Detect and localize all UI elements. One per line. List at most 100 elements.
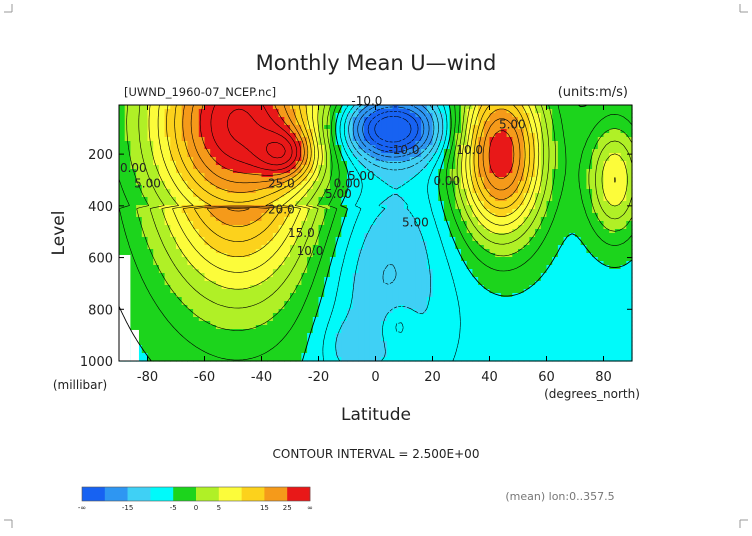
field-cell (244, 161, 251, 166)
field-cell (358, 157, 365, 162)
field-cell (614, 233, 622, 238)
field-cell (153, 273, 160, 278)
field-cell (563, 225, 570, 230)
field-cell (255, 137, 263, 142)
field-cell (512, 257, 519, 262)
field-cell (215, 249, 223, 254)
field-cell (478, 237, 485, 242)
field-cell (483, 317, 491, 322)
field-cell (307, 181, 314, 186)
field-cell (449, 185, 456, 190)
field-cell (495, 165, 502, 170)
field-cell (204, 249, 211, 254)
field-cell (324, 257, 331, 262)
field-cell (381, 245, 388, 250)
field-cell (244, 181, 251, 186)
field-cell (569, 193, 576, 198)
field-cell (295, 185, 302, 190)
field-cell (495, 281, 502, 286)
field-cell (421, 217, 428, 222)
field-cell (386, 161, 394, 166)
field-cell (307, 113, 314, 118)
field-cell (358, 173, 365, 178)
field-cell (284, 113, 291, 118)
field-cell (483, 289, 491, 294)
field-cell (364, 305, 371, 310)
field-cell (489, 173, 496, 178)
field-cell (552, 185, 559, 190)
field-cell (438, 213, 445, 218)
field-cell (614, 305, 622, 310)
field-cell (290, 249, 297, 254)
field-cell (404, 253, 411, 258)
field-cell (404, 293, 411, 298)
field-cell (518, 149, 525, 154)
field-cell (187, 213, 194, 218)
field-cell (233, 137, 240, 142)
field-cell (546, 313, 553, 318)
field-cell (369, 245, 377, 250)
field-cell (603, 125, 610, 130)
field-cell (153, 245, 160, 250)
field-cell (455, 169, 462, 174)
field-cell (250, 149, 257, 154)
field-cell (284, 273, 291, 278)
field-cell (552, 233, 559, 238)
field-cell (341, 117, 348, 122)
field-cell (449, 221, 456, 226)
field-cell (267, 309, 274, 314)
field-cell (272, 117, 280, 122)
field-cell (518, 189, 525, 194)
field-cell (620, 221, 627, 226)
field-cell (210, 277, 217, 282)
field-cell (318, 265, 325, 270)
field-cell (478, 249, 485, 254)
field-cell (421, 173, 428, 178)
field-cell (432, 321, 439, 326)
field-cell (187, 249, 194, 254)
field-cell (312, 261, 320, 266)
field-cell (312, 245, 320, 250)
field-cell (557, 233, 565, 238)
field-cell (250, 269, 257, 274)
field-cell (546, 121, 553, 126)
dataset-label: [UWND_1960-07_NCEP.nc] (124, 85, 276, 99)
field-cell (255, 273, 263, 278)
field-cell (398, 137, 405, 142)
field-cell (233, 109, 240, 114)
field-cell (609, 105, 616, 110)
field-cell (284, 193, 291, 198)
field-cell (421, 113, 428, 118)
field-cell (130, 301, 137, 306)
field-cell (329, 301, 337, 306)
field-cell (506, 309, 513, 314)
field-cell (597, 161, 605, 166)
field-cell (552, 125, 559, 130)
field-cell (158, 325, 166, 330)
field-cell (523, 201, 530, 206)
field-cell (512, 157, 519, 162)
field-cell (500, 265, 508, 270)
field-cell (381, 145, 388, 150)
field-cell (244, 325, 251, 330)
field-cell (580, 181, 587, 186)
field-cell (324, 189, 331, 194)
field-cell (255, 185, 263, 190)
field-cell (204, 261, 211, 266)
field-cell (141, 169, 149, 174)
field-cell (204, 257, 211, 262)
field-cell (540, 121, 548, 126)
field-cell (181, 125, 188, 130)
field-cell (523, 265, 530, 270)
field-cell (569, 245, 576, 250)
field-cell (233, 313, 240, 318)
field-cell (381, 213, 388, 218)
field-cell (455, 269, 462, 274)
field-cell (443, 321, 451, 326)
field-cell (495, 205, 502, 210)
field-cell (455, 213, 462, 218)
field-cell (347, 233, 354, 238)
field-cell (409, 153, 416, 158)
field-cell (233, 125, 240, 130)
field-cell (552, 209, 559, 214)
